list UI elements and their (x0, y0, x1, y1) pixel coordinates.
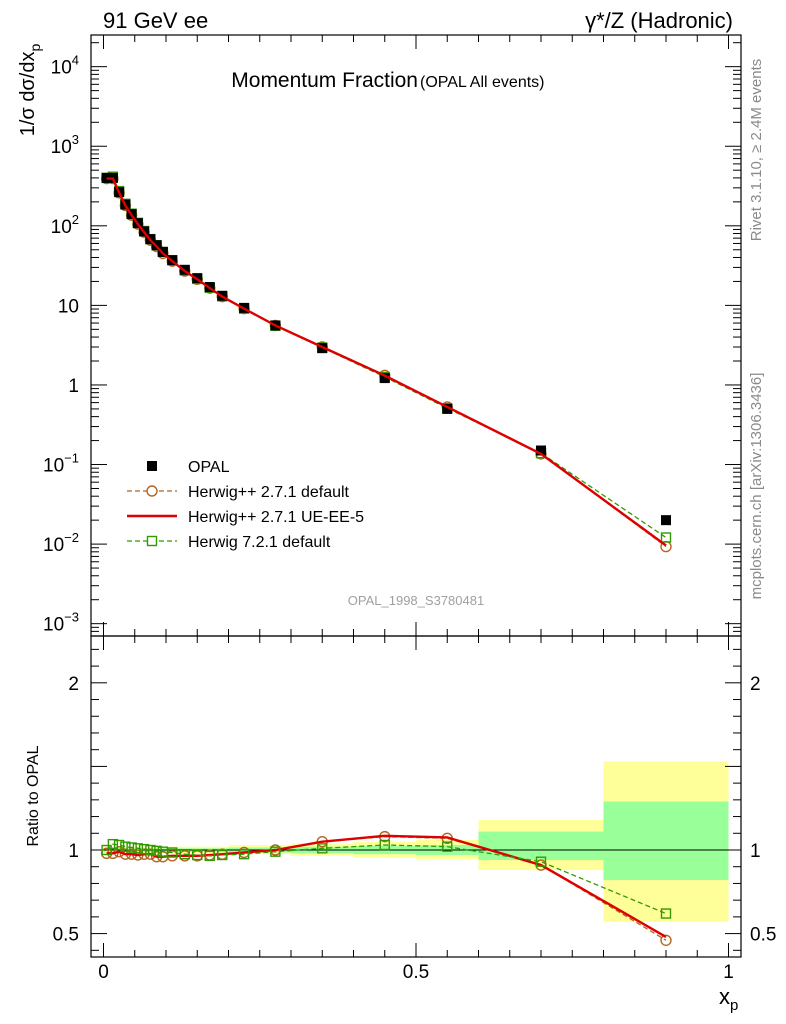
y-tick-label: 103 (51, 132, 79, 158)
chart-subtitle: (OPAL All events) (420, 74, 545, 91)
ratio-y-tick-label-right: 1 (750, 841, 761, 862)
legend-label: Herwig 7.2.1 default (188, 534, 331, 551)
legend-marker-opal (147, 461, 157, 471)
ratio-point-herwig7-default (317, 843, 328, 854)
main-line-herwig-2-7-1-ue-ee-5 (106, 177, 667, 547)
y-tick-label: 10−1 (43, 451, 79, 477)
energy-label: 91 GeV ee (103, 8, 208, 33)
ratio-point-herwig7-default (217, 849, 228, 861)
ratio-point-herwig7-default (204, 850, 215, 862)
mcplots-label: mcplots.cern.ch [arXiv:1306.3436] (748, 373, 765, 600)
y-tick-label: 10−3 (43, 610, 79, 636)
ratio-point-herwig7-default (145, 844, 156, 856)
ratio-point-herwig7-default (138, 843, 150, 855)
svg-text:1/σ dσ/dxp: 1/σ dσ/dxp (17, 44, 43, 137)
legend-marker-square (146, 535, 158, 547)
ratio-point-herwig7-default (179, 848, 190, 860)
x-tick-label: 1 (723, 962, 734, 983)
ratio-line-herwig-7-2-1-default (106, 843, 667, 915)
x-axis-label-main: x (719, 984, 730, 1009)
stat-uncertainty-band (603, 801, 729, 881)
ratio-point-herwig7-default (192, 849, 203, 861)
y-tick-label: 1 (68, 376, 79, 397)
ratio-point-herwig7-default (167, 847, 178, 858)
chart-marks: 0 0.5 1 10−3 10−2 10−1 1 10 102 103 104 0.5 0.5 1 1 2 2 O… (43, 34, 776, 983)
ratio-point-herwig7-default (270, 846, 281, 857)
rivet-version-label: Rivet 3.1.10, ≥ 2.4M events (748, 59, 765, 242)
ratio-line-herwig-2-7-1-ue-ee-5 (106, 834, 667, 938)
ratio-point-herwig7-default (101, 844, 112, 856)
x-axis-label-sub: p (730, 997, 738, 1014)
ratio-y-tick-label-right: 2 (750, 674, 761, 695)
y-axis-label: 1/σ dσ/dxp (17, 44, 43, 137)
ratio-point-herwig7-default (379, 839, 390, 851)
ratio-point-herwig7-default (535, 856, 547, 867)
y-axis-label-sub: p (27, 44, 43, 52)
process-label: γ*/Z (Hadronic) (585, 8, 733, 33)
x-tick-label: 0 (98, 962, 109, 983)
ratio-axis-label: Ratio to OPAL (25, 745, 42, 846)
ratio-point-herwig7-default (113, 839, 125, 851)
stat-uncertainty-band (478, 831, 604, 861)
ratio-point-herwig7-default (660, 908, 672, 919)
x-axis-label: xp (719, 984, 738, 1014)
ratio-point-herwigpp-default (660, 934, 672, 946)
ratio-y-tick-label-right: 0.5 (750, 925, 776, 946)
main-point-opal (536, 445, 546, 456)
legend-label: OPAL (188, 459, 230, 476)
ratio-point-herwig7-default (132, 843, 144, 854)
main-point-opal (379, 373, 390, 384)
legend-label: Herwig++ 2.7.1 default (188, 484, 350, 501)
ratio-point-herwig7-default (238, 848, 250, 860)
analysis-watermark: OPAL_1998_S3780481 (348, 593, 484, 608)
ratio-point-herwig7-default (151, 845, 162, 857)
svg-text:xp: xp (719, 984, 738, 1014)
ratio-point-herwig7-default (120, 841, 131, 852)
legend-label: Herwig++ 2.7.1 UE-EE-5 (188, 509, 364, 526)
y-axis-label-main: 1/σ dσ/dx (17, 52, 39, 137)
ratio-point-herwig7-default (107, 838, 119, 850)
main-point-opal (661, 515, 671, 526)
y-tick-label: 10 (58, 296, 79, 317)
ratio-y-tick-label: 1 (68, 841, 79, 862)
ratio-y-tick-label: 0.5 (53, 925, 79, 946)
chart-title: Momentum Fraction (231, 69, 418, 92)
y-tick-label: 104 (51, 53, 79, 79)
ratio-point-herwig7-default (442, 841, 453, 852)
main-point-herwig7-default (660, 532, 672, 543)
main-point-opal (442, 403, 453, 414)
ratio-y-tick-label: 2 (68, 674, 79, 695)
y-tick-label: 102 (51, 212, 79, 238)
x-tick-label: 0.5 (403, 962, 429, 983)
ratio-point-herwig7-default (126, 842, 137, 853)
legend-marker-circle (146, 485, 158, 497)
y-tick-label: 10−2 (43, 530, 79, 556)
